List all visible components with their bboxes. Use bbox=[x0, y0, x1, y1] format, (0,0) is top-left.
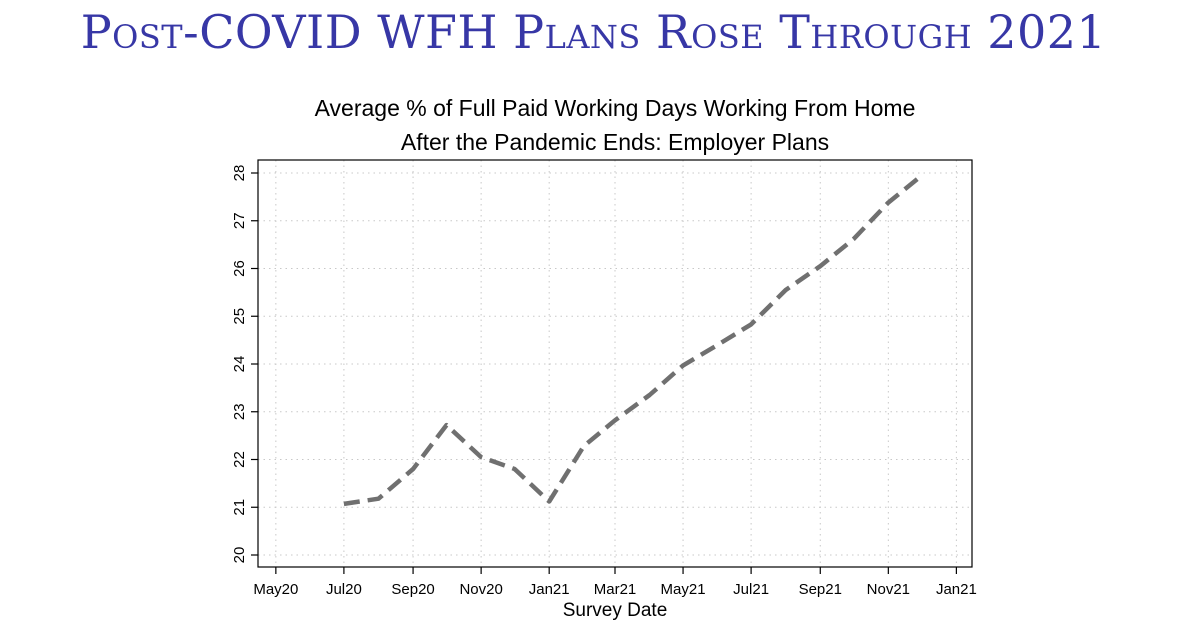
y-tick-label: 22 bbox=[231, 451, 248, 468]
x-tick-label: Sep21 bbox=[799, 581, 842, 598]
series-line bbox=[343, 173, 924, 507]
x-tick-label: Jan21 bbox=[529, 581, 570, 598]
x-tick-label: Jul21 bbox=[733, 581, 769, 598]
series-layer bbox=[343, 173, 924, 507]
y-tick-label: 25 bbox=[231, 308, 248, 325]
grid-lines bbox=[258, 160, 972, 567]
x-axis: May20 Jul20 Sep20 Nov20 Jan21 Mar21 May21 Jul21… bbox=[253, 567, 977, 598]
x-tick-label: Mar21 bbox=[594, 581, 637, 598]
y-tick-label: 23 bbox=[231, 403, 248, 420]
y-tick-label: 28 bbox=[231, 165, 248, 182]
y-tick-label: 20 bbox=[231, 547, 248, 564]
chart-title-line-1: Average % of Full Paid Working Days Work… bbox=[314, 95, 916, 121]
x-tick-label: Nov20 bbox=[459, 581, 502, 598]
x-tick-label: Sep20 bbox=[391, 581, 434, 598]
chart-title-line-2: After the Pandemic Ends: Employer Plans bbox=[400, 129, 830, 155]
y-tick-label: 21 bbox=[231, 499, 248, 516]
x-tick-label: Jul20 bbox=[326, 581, 362, 598]
y-tick-label: 24 bbox=[231, 356, 248, 373]
y-tick-label: 26 bbox=[231, 260, 248, 277]
y-tick-label: 27 bbox=[231, 212, 248, 229]
x-tick-label: May21 bbox=[661, 581, 706, 598]
headline: Post-COVID WFH Plans Rose Through 2021 bbox=[80, 5, 1107, 59]
x-tick-label: Nov21 bbox=[867, 581, 910, 598]
x-tick-label: May20 bbox=[253, 581, 298, 598]
x-tick-label: Jan21 bbox=[936, 581, 977, 598]
x-axis-title: Survey Date bbox=[563, 600, 668, 621]
y-axis: 20 21 22 23 24 25 26 27 28 bbox=[231, 165, 258, 564]
